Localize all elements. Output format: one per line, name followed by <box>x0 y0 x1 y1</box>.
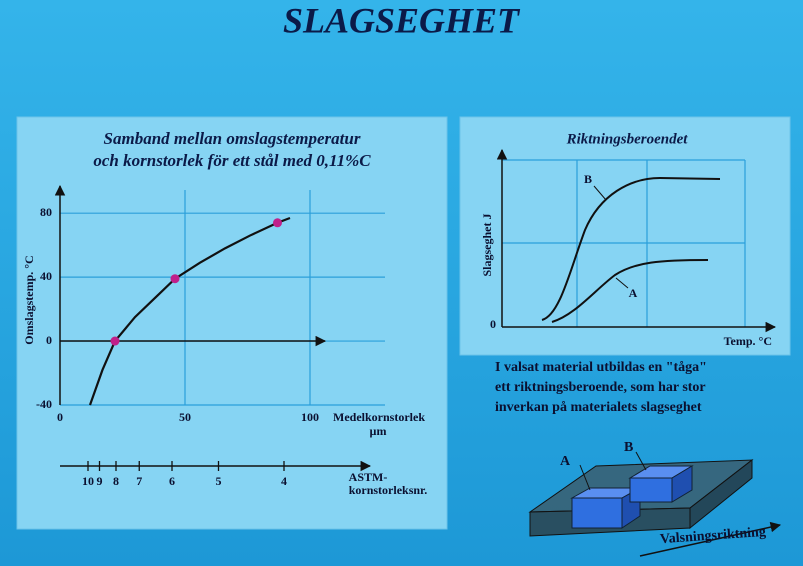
x-tick-label: 100 <box>301 410 319 424</box>
slide-title: SLAGSEGHET <box>283 0 521 40</box>
left-panel <box>16 116 448 530</box>
direction-chart: Riktningsberoendet Slagseghet J Temp. °C… <box>480 131 777 348</box>
x-label: Medelkornstorlek <box>333 410 425 424</box>
x-label: µm <box>370 424 387 438</box>
y-tick-label: 80 <box>40 205 52 219</box>
x2-tick-label: 4 <box>281 474 287 488</box>
y-tick-label: 0 <box>46 333 52 347</box>
y-tick-label: 40 <box>40 269 52 283</box>
x2-tick-label: 5 <box>216 474 222 488</box>
chart-title: Riktningsberoendet <box>566 131 689 147</box>
leader <box>635 451 647 471</box>
x2-tick-label: 7 <box>136 474 142 488</box>
slab-side <box>689 458 753 530</box>
curve-label: A <box>629 286 638 300</box>
curve-a <box>551 259 709 323</box>
leader <box>615 277 629 289</box>
point <box>273 218 282 228</box>
x-tick-label: 50 <box>179 410 191 424</box>
caption-line: ett riktningsberoende, som har stor <box>495 380 706 395</box>
caption-line: inverkan på materialets slagseghet <box>495 400 702 415</box>
x-tick-label: 0 <box>57 410 63 424</box>
x-label: Temp. °C <box>724 334 772 348</box>
block-a <box>571 497 623 529</box>
caption: I valsat material utbildas en "tåga" ett… <box>495 360 707 415</box>
x2-tick-label: 6 <box>169 474 175 488</box>
leader <box>593 185 607 201</box>
left-chart: Samband mellan omslagstemperatur och korn… <box>22 129 428 497</box>
right-panel <box>459 116 791 356</box>
leader <box>579 464 591 491</box>
y-label: Omslagstemp. °C <box>22 255 36 344</box>
x2-tick-label: 10 <box>82 474 94 488</box>
chart-title: och kornstorlek för ett stål med 0,11%C <box>93 151 371 170</box>
block-label: B <box>624 440 633 455</box>
block-diagram: A B Valsningsriktning <box>528 440 782 557</box>
x2-tick-label: 9 <box>97 474 103 488</box>
chart-title: Samband mellan omslagstemperatur <box>104 129 361 148</box>
direction-label: Valsningsriktning <box>659 525 766 547</box>
y-label: Slagseghet J <box>480 214 494 277</box>
caption-line: I valsat material utbildas en "tåga" <box>495 360 707 375</box>
x2-label: ASTM- <box>349 470 388 484</box>
point <box>170 274 180 284</box>
y-tick-label: -40 <box>36 397 52 411</box>
x2-tick-label: 8 <box>113 474 119 488</box>
block-b <box>629 477 673 503</box>
point <box>110 336 120 346</box>
block-label: A <box>560 454 571 469</box>
x2-label: kornstorleksnr. <box>349 483 428 497</box>
origin-label: 0 <box>490 317 496 331</box>
block-b-side <box>671 465 693 503</box>
curve-b <box>541 176 721 321</box>
direction-arrow <box>639 521 782 557</box>
curve-label: B <box>584 172 592 186</box>
